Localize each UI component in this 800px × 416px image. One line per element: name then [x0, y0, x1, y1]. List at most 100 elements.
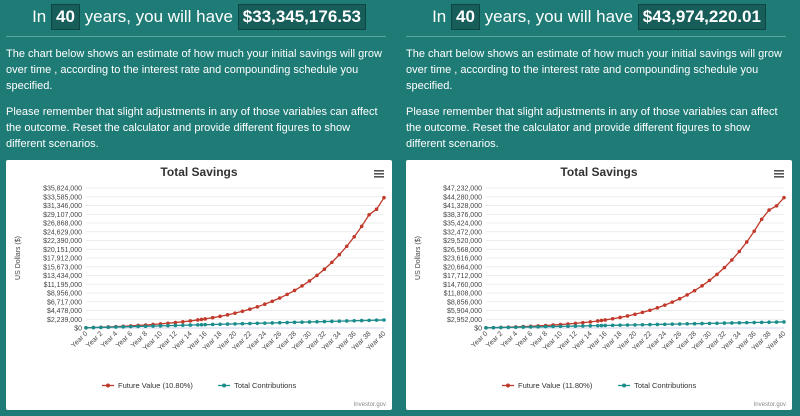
data-point[interactable] — [774, 204, 779, 208]
legend-item[interactable]: Future Value (11.80%) — [502, 381, 593, 390]
legend-item[interactable]: Total Contributions — [618, 381, 696, 390]
data-point[interactable] — [322, 267, 327, 272]
data-point[interactable] — [248, 307, 252, 311]
data-point[interactable] — [588, 320, 593, 324]
data-point[interactable] — [700, 321, 704, 326]
legend-item[interactable]: Total Contributions — [218, 381, 296, 390]
data-point[interactable] — [648, 308, 652, 313]
data-point[interactable] — [344, 319, 349, 323]
data-point[interactable] — [752, 229, 756, 234]
data-point[interactable] — [499, 325, 503, 330]
data-point[interactable] — [359, 318, 364, 323]
data-point[interactable] — [255, 305, 260, 309]
data-point[interactable] — [188, 319, 193, 323]
data-point[interactable] — [195, 323, 200, 327]
data-point[interactable] — [677, 322, 682, 326]
data-point[interactable] — [692, 288, 697, 293]
data-point[interactable] — [285, 292, 289, 297]
data-point[interactable] — [588, 323, 593, 328]
data-point[interactable] — [744, 240, 749, 244]
data-point[interactable] — [521, 325, 526, 329]
data-point[interactable] — [566, 324, 570, 329]
data-point[interactable] — [233, 322, 237, 326]
data-point[interactable] — [337, 319, 342, 323]
data-point[interactable] — [581, 324, 585, 328]
data-point[interactable] — [292, 288, 297, 293]
data-point[interactable] — [767, 320, 771, 325]
data-point[interactable] — [491, 325, 496, 330]
chart-credit[interactable]: Investor.gov — [754, 402, 786, 408]
data-point[interactable] — [573, 324, 578, 328]
data-point[interactable] — [640, 310, 645, 315]
data-point[interactable] — [610, 323, 615, 328]
data-point[interactable] — [136, 324, 140, 329]
data-point[interactable] — [181, 319, 185, 324]
data-point[interactable] — [84, 326, 88, 330]
data-point[interactable] — [121, 325, 126, 329]
data-point[interactable] — [307, 279, 312, 283]
data-point[interactable] — [374, 207, 379, 211]
data-point[interactable] — [382, 318, 386, 322]
data-point[interactable] — [610, 316, 615, 321]
data-point[interactable] — [270, 299, 275, 304]
data-point[interactable] — [99, 325, 103, 330]
data-point[interactable] — [166, 323, 170, 328]
data-point[interactable] — [352, 235, 357, 239]
data-point[interactable] — [737, 321, 742, 325]
data-point[interactable] — [655, 306, 660, 310]
data-point[interactable] — [618, 323, 622, 327]
data-point[interactable] — [143, 324, 148, 329]
data-point[interactable] — [210, 315, 215, 320]
data-point[interactable] — [270, 321, 275, 325]
data-point[interactable] — [158, 324, 163, 328]
data-point[interactable] — [625, 323, 630, 327]
data-point[interactable] — [199, 317, 204, 322]
data-point[interactable] — [330, 319, 334, 324]
data-point[interactable] — [173, 323, 178, 328]
data-point[interactable] — [240, 321, 245, 326]
data-point[interactable] — [573, 321, 578, 326]
data-point[interactable] — [484, 326, 488, 330]
data-point[interactable] — [692, 321, 697, 326]
data-point[interactable] — [633, 312, 637, 317]
data-point[interactable] — [151, 324, 155, 328]
data-point[interactable] — [685, 322, 689, 326]
data-point[interactable] — [707, 321, 712, 326]
data-point[interactable] — [744, 320, 749, 325]
data-point[interactable] — [625, 314, 630, 318]
data-point[interactable] — [722, 265, 727, 270]
data-point[interactable] — [528, 325, 533, 329]
data-point[interactable] — [181, 323, 185, 328]
data-point[interactable] — [707, 278, 712, 283]
data-point[interactable] — [218, 314, 222, 319]
data-point[interactable] — [263, 302, 267, 307]
data-point[interactable] — [670, 322, 675, 326]
data-point[interactable] — [225, 322, 230, 326]
data-point[interactable] — [603, 323, 607, 328]
data-point[interactable] — [670, 300, 675, 304]
data-point[interactable] — [277, 320, 282, 325]
data-point[interactable] — [782, 320, 786, 324]
data-point[interactable] — [367, 318, 371, 323]
data-point[interactable] — [218, 322, 222, 327]
data-point[interactable] — [225, 313, 230, 317]
data-point[interactable] — [506, 325, 511, 330]
hamburger-menu-icon[interactable] — [774, 170, 784, 178]
data-point[interactable] — [352, 318, 357, 323]
data-point[interactable] — [248, 321, 252, 326]
data-point[interactable] — [173, 320, 178, 325]
data-point[interactable] — [210, 322, 215, 327]
data-point[interactable] — [767, 208, 771, 212]
data-point[interactable] — [330, 260, 334, 265]
data-point[interactable] — [514, 325, 518, 330]
data-point[interactable] — [551, 324, 555, 329]
data-point[interactable] — [581, 320, 585, 325]
data-point[interactable] — [203, 322, 207, 327]
data-point[interactable] — [595, 319, 600, 323]
data-point[interactable] — [543, 324, 548, 329]
data-point[interactable] — [195, 318, 200, 322]
data-point[interactable] — [322, 319, 327, 324]
data-point[interactable] — [307, 320, 312, 324]
data-point[interactable] — [640, 322, 645, 327]
data-point[interactable] — [715, 272, 719, 277]
